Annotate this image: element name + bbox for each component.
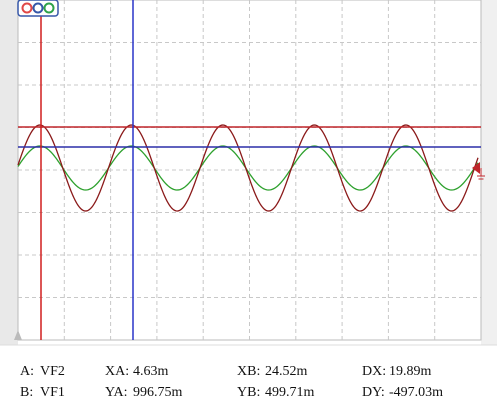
- readout-value: VF1: [40, 385, 65, 400]
- readout-value: 499.71m: [265, 385, 315, 400]
- readout-label: B:: [20, 385, 33, 400]
- readout-label: DX:: [362, 364, 386, 379]
- ground-symbol: [477, 168, 485, 180]
- readout-value: 4.63m: [133, 364, 169, 379]
- readout-label: YB:: [237, 385, 260, 400]
- grid: [18, 0, 481, 340]
- readout-label: YA:: [105, 385, 128, 400]
- readout-label: XB:: [237, 364, 260, 379]
- readout-label: A:: [20, 364, 34, 379]
- readout-value: 24.52m: [265, 364, 308, 379]
- trigger-marker: [472, 162, 480, 174]
- readout-label: XA:: [105, 364, 129, 379]
- readout-value: 996.75m: [133, 385, 183, 400]
- readout: A: VF2 XA: 4.63m XB: 24.52m DX: 19.89m B: VF1 YA: 9…: [20, 364, 443, 400]
- readout-value: -497.03m: [389, 385, 443, 400]
- bottom-marker: [14, 330, 22, 340]
- right-strip: [481, 0, 497, 345]
- left-strip: [0, 0, 18, 345]
- readout-value: VF2: [40, 364, 65, 379]
- readout-label: DY:: [362, 385, 385, 400]
- readout-value: 19.89m: [389, 364, 432, 379]
- logo: [17, 0, 59, 17]
